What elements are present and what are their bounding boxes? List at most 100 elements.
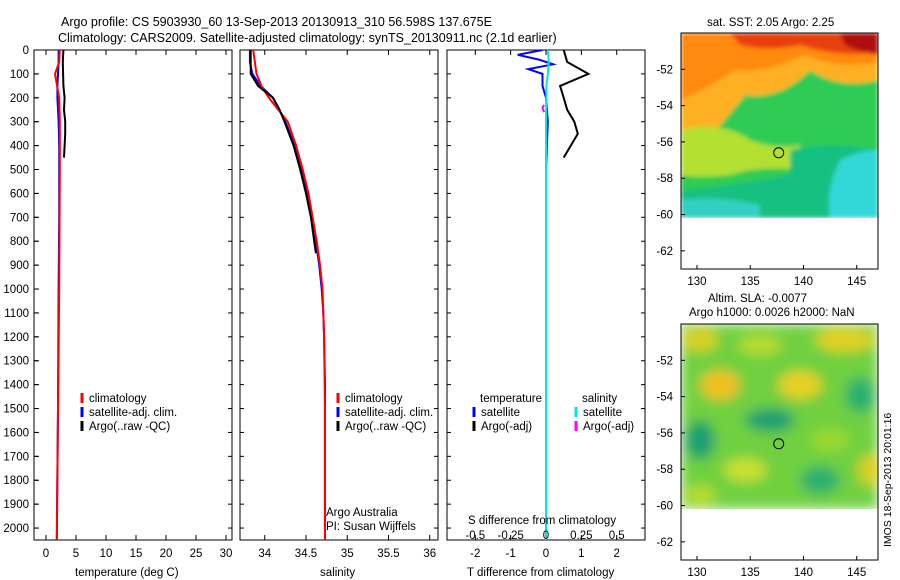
argo-float-position-marker-sla [773, 438, 785, 450]
salinity-plot-frame [239, 49, 439, 541]
lon-tick-label: 145 [847, 276, 866, 288]
legend-label: Argo(..raw -QC) [345, 421, 426, 433]
y-tick-label: 1800 [3, 475, 29, 487]
x2-tick-label: -0.25 [498, 530, 524, 542]
series-line [53, 50, 61, 540]
temperature-difference-label: T difference from climatology [467, 567, 614, 579]
x-tick-label: -2 [470, 548, 480, 560]
difference-axis-ticks: -2 -1 0 1 2 [447, 49, 645, 560]
sst-field [681, 33, 878, 269]
temperature-plot-frame [33, 49, 233, 541]
x-tick-label: -1 [506, 548, 516, 560]
sst-map-latitude-ticks: -52 -54 -56 -58 -60 -62 [656, 64, 685, 258]
legend-label: satellite [583, 407, 622, 419]
legend-label: climatology [345, 393, 403, 405]
lat-tick-label: -56 [656, 428, 673, 440]
sla-map-subtitle: Argo h1000: 0.0026 h2000: NaN [689, 307, 855, 319]
series-line [541, 104, 546, 113]
y-tick-label: 0 [23, 45, 29, 57]
lat-tick-label: -54 [656, 101, 673, 113]
x-tick-label: 5 [73, 548, 79, 560]
y-tick-label: 1300 [3, 356, 29, 368]
legend-group-title: temperature [480, 393, 542, 405]
lat-tick-label: -58 [656, 173, 673, 185]
salinity-difference-ticks: -0.5 -0.25 0 0.25 0.5 [465, 530, 624, 542]
difference-profiles [517, 50, 591, 540]
argo-float-position-marker [773, 147, 785, 159]
y-tick-label: 900 [10, 260, 29, 272]
y-tick-label: 1100 [4, 308, 29, 320]
series-line [558, 50, 591, 159]
y-tick-label: 1500 [3, 404, 29, 416]
y-tick-label: 600 [10, 188, 29, 200]
salinity-difference-label: S difference from climatology [468, 515, 616, 527]
temperature-profiles [53, 50, 67, 540]
lat-tick-label: -60 [656, 210, 673, 222]
y-tick-label: 800 [10, 236, 29, 248]
sla-map-title: Altim. SLA: -0.0077 [708, 293, 807, 305]
x-tick-label: 2 [614, 548, 620, 560]
x-tick-label: 10 [100, 548, 113, 560]
y-tick-label: 200 [10, 93, 29, 105]
y-tick-label: 500 [10, 165, 29, 177]
lat-tick-label: -62 [656, 537, 673, 549]
x-tick-label: 34 [258, 548, 271, 560]
x-tick-label: 34.5 [295, 548, 317, 560]
x-tick-label: 0 [543, 548, 549, 560]
sst-map-title: sat. SST: 2.05 Argo: 2.25 [707, 17, 834, 29]
salinity-profiles [248, 50, 326, 540]
y-tick-label: 1000 [3, 284, 29, 296]
sst-map-frame [680, 32, 879, 270]
legend-label: Argo(..raw -QC) [89, 421, 170, 433]
sst-map-panel: sat. SST: 2.05 Argo: 2.25 130 135 140 145 -… [656, 17, 879, 288]
x-tick-label: 1 [578, 548, 584, 560]
imos-timestamp: IMOS 18-Sep-2013 20:01:16 [882, 413, 894, 547]
lat-tick-label: -56 [656, 137, 673, 149]
salinity-legend: climatology satellite-adj. clim. Argo(..ra… [336, 393, 433, 433]
temperature-axis-ticks: 0 5 10 15 20 25 30 [34, 49, 233, 560]
sla-map-latitude-ticks: -52 -54 -56 -58 -60 -62 [656, 355, 685, 549]
lon-tick-label: 135 [741, 567, 760, 579]
lon-tick-label: 140 [794, 567, 813, 579]
x2-tick-label: 0 [543, 530, 549, 542]
sla-map-panel: Altim. SLA: -0.0077 Argo h1000: 0.0026 h… [656, 293, 879, 579]
lat-tick-label: -58 [656, 464, 673, 476]
y-tick-label: 400 [10, 141, 29, 153]
lat-tick-label: -54 [656, 392, 673, 404]
x-tick-label: 0 [43, 548, 49, 560]
legend-label: climatology [89, 393, 147, 405]
header-line-1: Argo profile: CS 5903930_60 13-Sep-2013 … [61, 15, 492, 29]
y-tick-label: 1900 [3, 499, 29, 511]
y-tick-label: 2000 [3, 523, 29, 535]
credit-line-2: PI: Susan Wijffels [326, 521, 416, 533]
x-tick-label: 25 [190, 548, 203, 560]
lon-tick-label: 145 [847, 567, 866, 579]
y-tick-label: 1200 [3, 332, 29, 344]
lat-tick-label: -52 [656, 64, 673, 76]
y-tick-label: 700 [10, 212, 29, 224]
sla-map-frame [680, 323, 879, 561]
y-tick-label: 1600 [3, 427, 29, 439]
difference-panel: -2 -1 0 1 2 S difference from climatology -0… [446, 49, 646, 579]
y-tick-label: 1400 [3, 380, 29, 392]
x-tick-label: 35 [341, 548, 354, 560]
difference-legend: temperature satellite Argo(-adj) salinity sa… [472, 393, 634, 433]
legend-group-title: salinity [582, 393, 617, 405]
x2-tick-label: -0.5 [465, 530, 485, 542]
series-line [249, 50, 317, 254]
header-line-2: Climatology: CARS2009. Satellite-adjuste… [58, 31, 557, 45]
x-tick-label: 20 [160, 548, 173, 560]
salinity-axis-ticks: 34 34.5 35 35.5 36 [240, 49, 438, 560]
salinity-panel: 34 34.5 35 35.5 36 salinity climatology satel… [239, 49, 439, 579]
temperature-panel: 0100200300400500600700800900100011001200… [3, 45, 233, 579]
sst-map-longitude-ticks: 130 135 140 145 [687, 265, 866, 288]
x2-tick-label: 0.25 [570, 530, 592, 542]
lat-tick-label: -62 [656, 246, 673, 258]
lon-tick-label: 140 [794, 276, 813, 288]
x-tick-label: 30 [220, 548, 233, 560]
temperature-legend: climatology satellite-adj. clim. Argo(..ra… [80, 393, 177, 433]
x2-tick-label: 0.5 [609, 530, 625, 542]
y-tick-label: 1700 [3, 451, 29, 463]
x-tick-label: 36 [423, 548, 436, 560]
